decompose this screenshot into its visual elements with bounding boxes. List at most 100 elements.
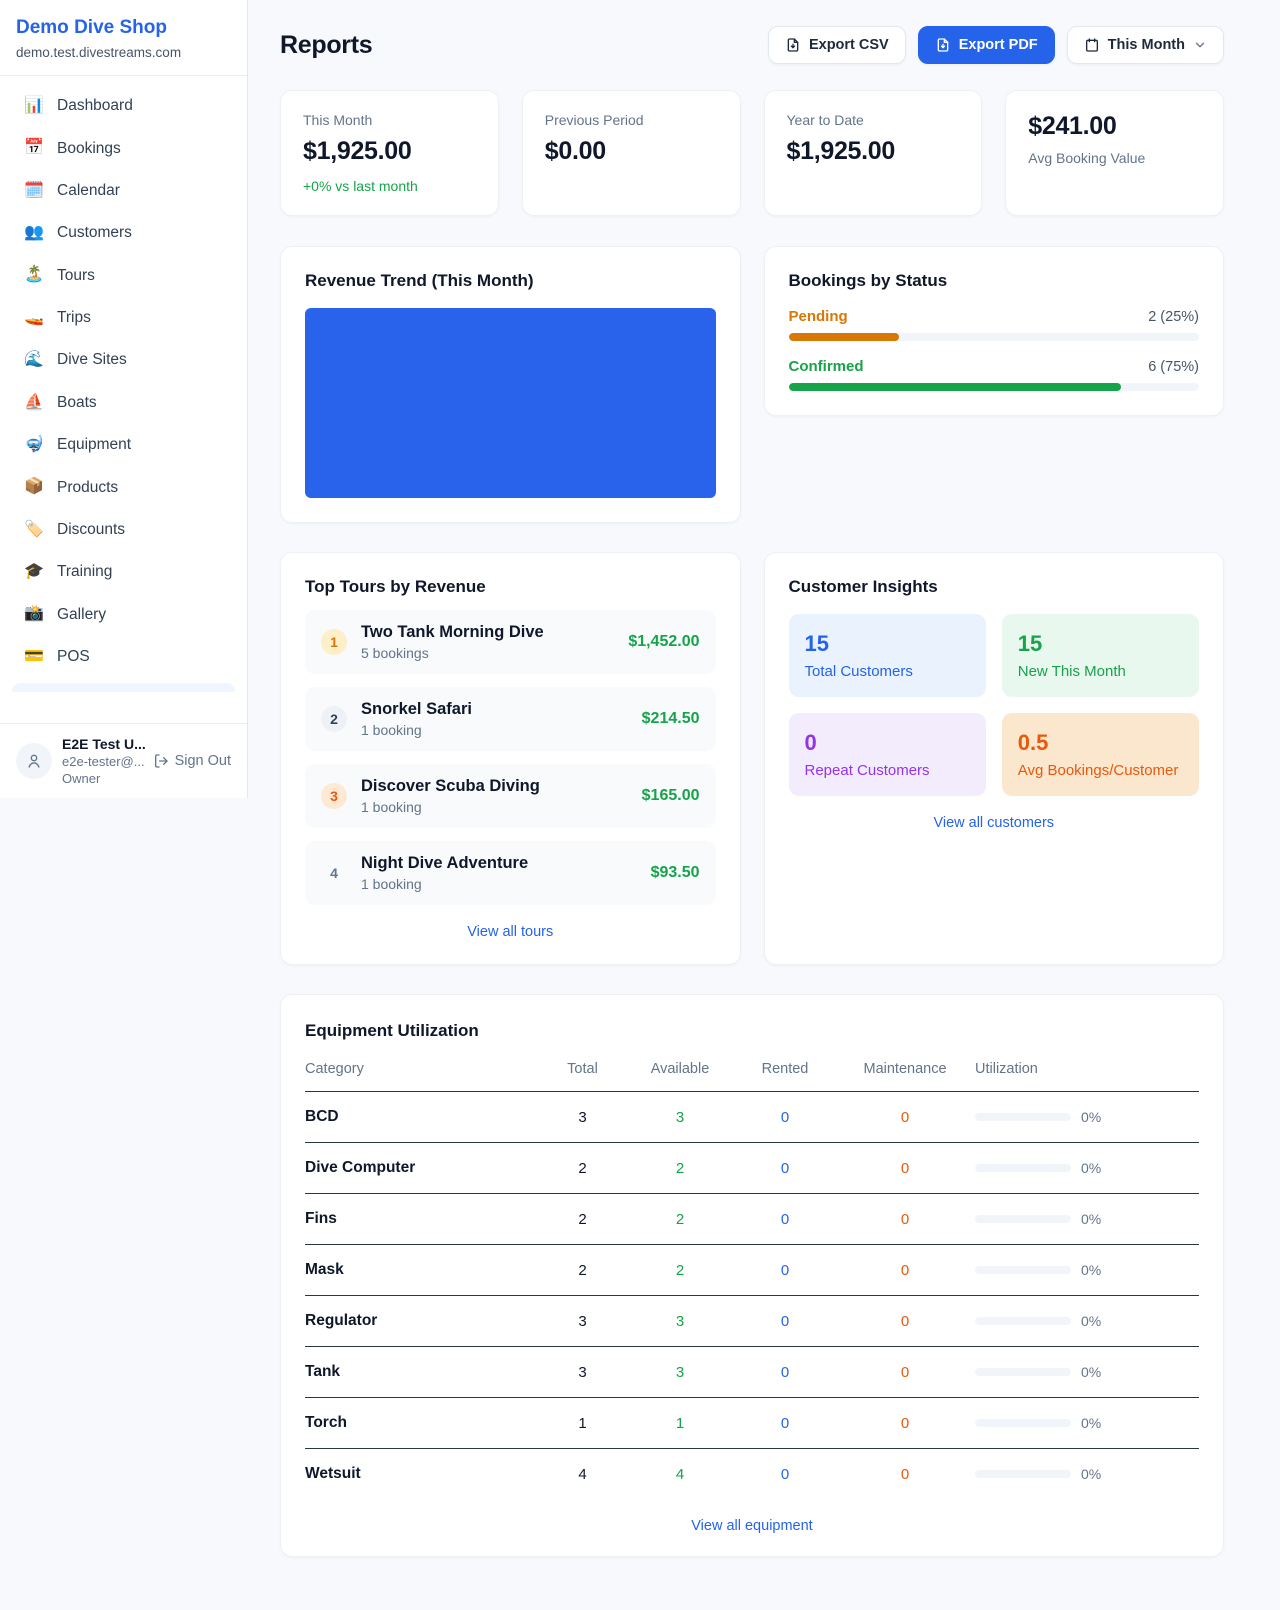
sidebar-item-label: Products xyxy=(57,478,119,496)
sidebar-item-products[interactable]: 📦 Products xyxy=(12,467,235,507)
table-row: Regulator 3 3 0 0 0% xyxy=(305,1295,1199,1347)
insights-grid: 15 Total Customers 15 New This Month 0 R… xyxy=(788,614,1199,796)
cell-rented: 0 xyxy=(735,1295,835,1347)
insight-value: 0 xyxy=(804,730,817,755)
sidebar-item-gallery[interactable]: 📸 Gallery xyxy=(12,594,235,634)
user-info: E2E Test U... e2e-tester@... Owner xyxy=(62,736,146,786)
header-actions: Export CSV Export PDF This Month xyxy=(767,26,1224,64)
stat-card-this-month: This Month $1,925.00 +0% vs last month xyxy=(280,90,499,216)
view-all-tours-link[interactable]: View all tours xyxy=(467,924,554,940)
sidebar-item-dashboard[interactable]: 📊 Dashboard xyxy=(12,86,235,126)
sidebar-item-reports-partial[interactable] xyxy=(12,683,235,693)
view-all-equipment-link[interactable]: View all equipment xyxy=(691,1518,813,1534)
cell-rented: 0 xyxy=(735,1346,835,1398)
bookings-by-status-title: Bookings by Status xyxy=(788,271,948,290)
cell-available: 2 xyxy=(625,1193,735,1245)
sidebar-user-footer: E2E Test U... e2e-tester@... Owner Sign … xyxy=(0,723,247,798)
tour-revenue: $1,452.00 xyxy=(628,633,700,650)
tour-list-item: 1 Two Tank Morning Dive 5 bookings $1,45… xyxy=(305,610,716,674)
cell-available: 3 xyxy=(625,1295,735,1347)
cell-category: Torch xyxy=(305,1397,540,1449)
cell-maintenance: 0 xyxy=(900,1465,910,1483)
sidebar-item-dive-sites[interactable]: 🌊 Dive Sites xyxy=(12,340,235,380)
column-header-total: Total xyxy=(540,1061,625,1092)
status-count: 2 (25%) xyxy=(1148,309,1199,325)
status-progress-track xyxy=(788,383,1199,391)
cell-category: BCD xyxy=(305,1091,540,1143)
revenue-trend-card: Revenue Trend (This Month) xyxy=(280,246,741,523)
stat-card-avg-booking-value: $241.00 Avg Booking Value xyxy=(1005,90,1224,216)
table-row: Mask 2 2 0 0 0% xyxy=(305,1244,1199,1296)
table-row: Torch 1 1 0 0 0% xyxy=(305,1397,1199,1449)
tour-name: Discover Scuba Diving xyxy=(361,777,540,795)
avatar xyxy=(16,743,52,779)
sidebar-item-boats[interactable]: ⛵ Boats xyxy=(12,383,235,423)
logout-icon xyxy=(154,754,168,768)
sidebar-item-equipment[interactable]: 🤿 Equipment xyxy=(12,425,235,465)
credit-card-icon: 💳 xyxy=(24,647,44,665)
tour-revenue: $93.50 xyxy=(650,864,700,881)
package-icon: 📦 xyxy=(24,478,44,496)
sign-out-button[interactable]: Sign Out xyxy=(153,753,231,769)
tour-list-item: 3 Discover Scuba Diving 1 booking $165.0… xyxy=(305,764,716,828)
tour-list-item: 4 Night Dive Adventure 1 booking $93.50 xyxy=(305,841,716,905)
sailboat-icon: ⛵ xyxy=(24,393,44,411)
export-csv-button[interactable]: Export CSV xyxy=(767,26,906,64)
period-dropdown[interactable]: This Month xyxy=(1066,26,1224,64)
file-download-icon xyxy=(937,38,949,52)
cell-available: 1 xyxy=(625,1397,735,1449)
cell-category: Tank xyxy=(305,1346,540,1398)
insight-tile-total-customers: 15 Total Customers xyxy=(788,614,986,697)
utilization-percent: 0% xyxy=(1081,1160,1102,1176)
insight-label: New This Month xyxy=(1017,663,1126,680)
utilization-bar xyxy=(975,1317,1071,1325)
sidebar-item-label: Gallery xyxy=(57,605,107,623)
sidebar-item-discounts[interactable]: 🏷️ Discounts xyxy=(12,510,235,550)
sidebar-item-customers[interactable]: 👥 Customers xyxy=(12,213,235,253)
cell-available: 3 xyxy=(625,1091,735,1143)
top-tours-card: Top Tours by Revenue 1 Two Tank Morning … xyxy=(280,552,741,965)
cell-total: 1 xyxy=(540,1397,625,1449)
cell-category: Fins xyxy=(305,1193,540,1245)
sidebar-item-calendar[interactable]: 🗓️ Calendar xyxy=(12,171,235,211)
sidebar-item-tours[interactable]: 🏝️ Tours xyxy=(12,255,235,295)
sidebar-item-training[interactable]: 🎓 Training xyxy=(12,552,235,592)
sidebar-item-bookings[interactable]: 📅 Bookings xyxy=(12,128,235,168)
tour-name: Snorkel Safari xyxy=(361,700,472,718)
top-tours-title: Top Tours by Revenue xyxy=(305,577,486,596)
status-row-confirmed: Confirmed 6 (75%) xyxy=(788,358,1199,391)
utilization-bar xyxy=(975,1164,1071,1172)
wave-icon: 🌊 xyxy=(24,351,44,369)
cell-maintenance: 0 xyxy=(835,1142,975,1194)
revenue-trend-chart xyxy=(305,308,716,498)
view-all-customers-link[interactable]: View all customers xyxy=(933,815,1055,831)
utilization-percent: 0% xyxy=(1081,1364,1102,1380)
insights-row: Top Tours by Revenue 1 Two Tank Morning … xyxy=(280,552,1224,965)
utilization-bar xyxy=(975,1215,1071,1223)
sidebar-nav: 📊 Dashboard 📅 Bookings 🗓️ Calendar 👥 Cus… xyxy=(0,76,247,723)
page-header: Reports Export CSV Export PDF This Month xyxy=(280,26,1224,64)
insight-label: Avg Bookings/Customer xyxy=(1017,762,1179,779)
cell-category: Dive Computer xyxy=(305,1142,540,1194)
utilization-percent: 0% xyxy=(1081,1466,1102,1482)
shop-title: Demo Dive Shop xyxy=(16,17,167,38)
cell-available: 4 xyxy=(675,1465,685,1483)
sidebar-item-label: Discounts xyxy=(57,521,126,539)
stat-value: $0.00 xyxy=(544,137,606,165)
status-row-pending: Pending 2 (25%) xyxy=(788,308,1199,341)
stat-delta: +0% vs last month xyxy=(303,178,418,194)
utilization-percent: 0% xyxy=(1081,1415,1102,1431)
file-download-icon xyxy=(787,38,799,52)
sidebar-item-trips[interactable]: 🚤 Trips xyxy=(12,298,235,338)
stats-row: This Month $1,925.00 +0% vs last month P… xyxy=(280,90,1224,216)
table-row: Tank 3 3 0 0 0% xyxy=(305,1346,1199,1398)
status-label: Pending xyxy=(788,308,848,325)
sidebar-item-label: Bookings xyxy=(57,139,121,157)
sidebar-item-pos[interactable]: 💳 POS xyxy=(12,637,235,677)
bookings-calendar-icon: 📅 xyxy=(24,139,44,157)
insight-label: Total Customers xyxy=(804,663,913,680)
stat-label: Avg Booking Value xyxy=(1028,150,1146,166)
cell-maintenance: 0 xyxy=(835,1397,975,1449)
table-row: Dive Computer 2 2 0 0 0% xyxy=(305,1142,1199,1194)
export-pdf-button[interactable]: Export PDF xyxy=(917,26,1055,64)
